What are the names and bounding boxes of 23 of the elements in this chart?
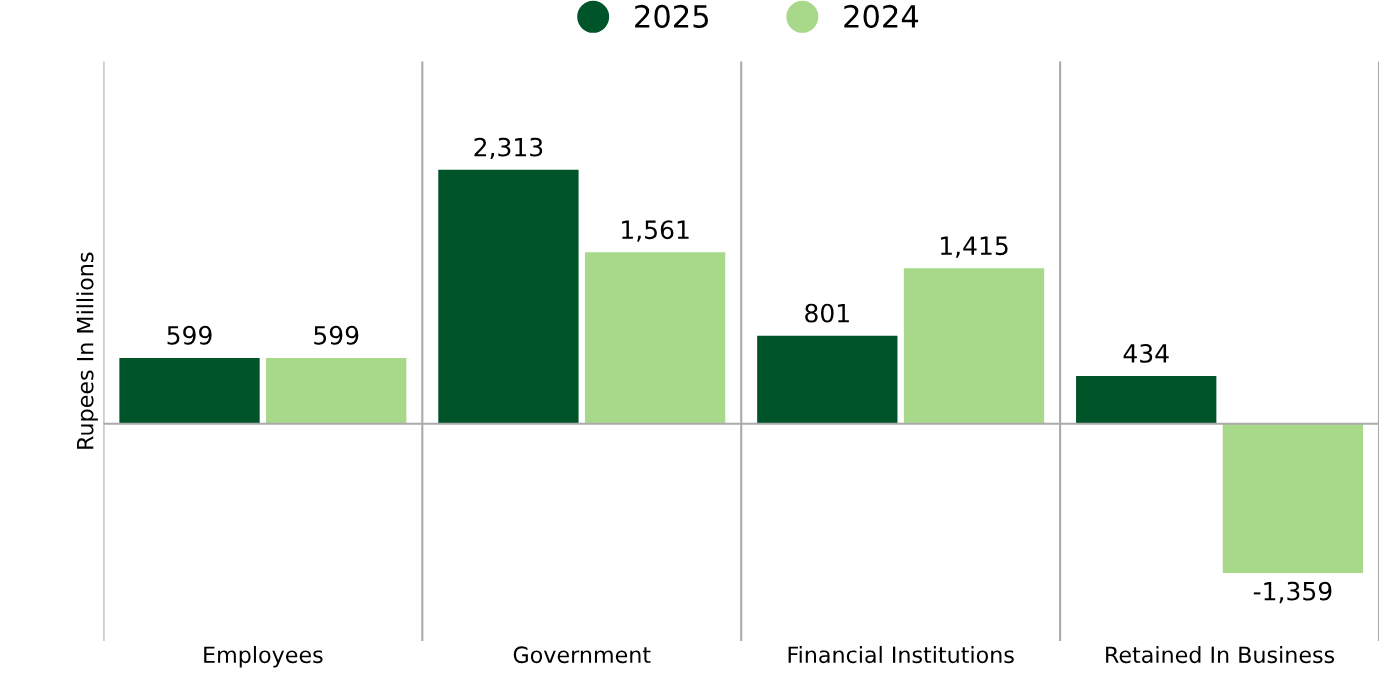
bar [119,357,260,424]
bar [757,335,898,424]
x-tick-label: Retained In Business [1106,645,1335,664]
data-label: 1,415 [940,236,1008,258]
x-tick-label: Financial Institutions [788,645,1014,664]
bar [1222,423,1364,573]
legend-label: 2024 [844,4,919,28]
data-label: 599 [314,325,359,345]
data-label: 599 [167,325,212,345]
data-label: 434 [1123,343,1169,363]
legend-label: 2025 [635,4,708,28]
bar [903,268,1045,424]
data-label: -1,359 [1253,581,1332,604]
data-label: 801 [805,303,849,323]
bar [438,169,579,424]
y-axis-title: Rupees In Millions [76,252,98,449]
x-tick-label: Employees [204,645,323,668]
bar [584,252,726,424]
bar [1076,376,1217,424]
data-label: 1,561 [622,220,689,242]
bar [266,357,407,424]
data-label: 2,313 [474,137,543,160]
x-tick-label: Government [513,646,651,664]
